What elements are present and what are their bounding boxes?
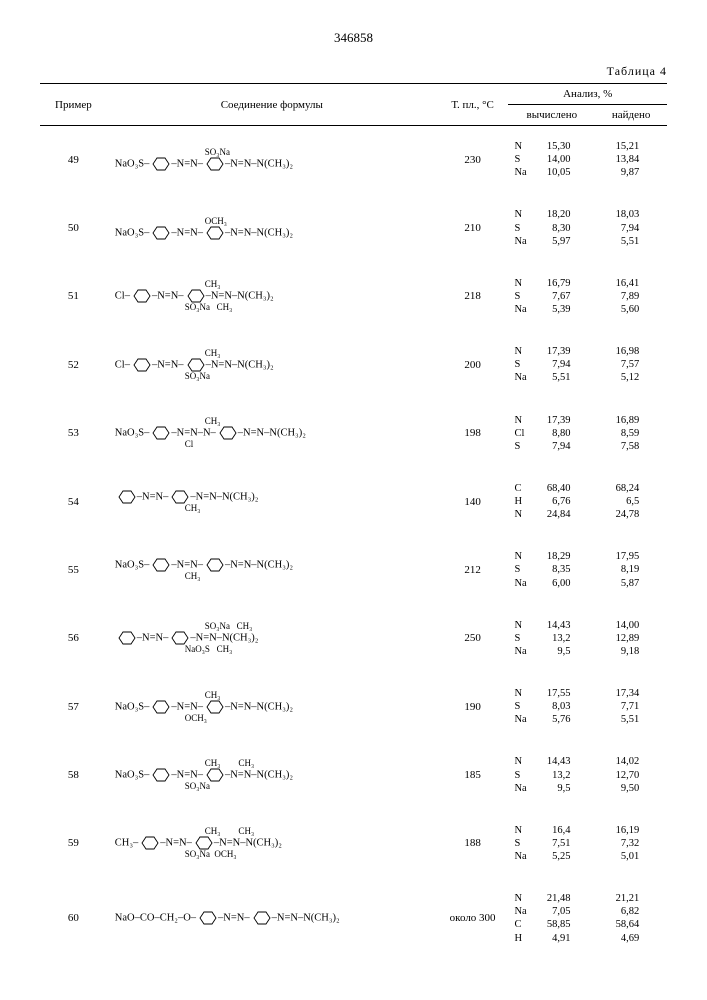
document-number: 346858: [40, 30, 667, 46]
analysis-calculated: N21,48Na7,05C58,85H4,91: [508, 878, 595, 960]
analysis-calculated: N18,20S8,30Na5,97: [508, 194, 595, 262]
analysis-calculated: N14,43S13,2Na9,5: [508, 604, 595, 672]
compound-formula: CH₃NaO₃S––N=N–N––N=N–N(CH₃)₂Cl: [107, 399, 437, 467]
example-number: 56: [40, 604, 107, 672]
example-number: 57: [40, 673, 107, 741]
analysis-calculated: N15,30S14,00Na10,05: [508, 126, 595, 194]
compound-formula: SO₃Na CH₃–N=N––N=N–N(CH₃)₂NaO₃S CH₃: [107, 604, 437, 672]
melting-point: 218: [437, 262, 509, 330]
analysis-found: 15,2113,849,87: [595, 126, 667, 194]
analysis-calculated: N18,29S8,35Na6,00: [508, 536, 595, 604]
melting-point: 212: [437, 536, 509, 604]
example-number: 51: [40, 262, 107, 330]
compound-formula: CH₃Cl––N=N––N=N–N(CH₃)₂SO₃Na: [107, 331, 437, 399]
example-number: 53: [40, 399, 107, 467]
melting-point: 250: [437, 604, 509, 672]
melting-point: 140: [437, 467, 509, 535]
example-number: 52: [40, 331, 107, 399]
compound-formula: –N=N––N=N–N(CH₃)₂CH₃: [107, 467, 437, 535]
header-found: найдено: [595, 105, 667, 126]
analysis-calculated: C68,40H6,76N24,84: [508, 467, 595, 535]
analysis-found: 16,987,575,12: [595, 331, 667, 399]
analysis-calculated: N16,79S7,67Na5,39: [508, 262, 595, 330]
example-number: 50: [40, 194, 107, 262]
analysis-calculated: N17,39Cl8,80S7,94: [508, 399, 595, 467]
analysis-calculated: N17,39S7,94Na5,51: [508, 331, 595, 399]
example-number: 58: [40, 741, 107, 809]
example-number: 54: [40, 467, 107, 535]
compound-formula: NaO–CO–CH₂–O––N=N––N=N–N(CH₃)₂: [107, 878, 437, 960]
analysis-found: 21,216,8258,644,69: [595, 878, 667, 960]
analysis-calculated: N16,4S7,51Na5,25: [508, 809, 595, 877]
analysis-found: 18,037,945,51: [595, 194, 667, 262]
header-calc: вычислено: [508, 105, 595, 126]
compound-formula: CH₃NaO₃S––N=N––N=N–N(CH₃)₂OCH₃: [107, 673, 437, 741]
analysis-found: 17,958,195,87: [595, 536, 667, 604]
table-caption: Таблица 4: [40, 64, 667, 79]
compound-formula: CH₃ CH₃CH₃––N=N––N=N–N(CH₃)₂SO₃Na OCH₃: [107, 809, 437, 877]
melting-point: 200: [437, 331, 509, 399]
compound-formula: SO₃NaNaO₃S––N=N––N=N–N(CH₃)₂: [107, 126, 437, 194]
header-example: Пример: [40, 84, 107, 126]
compound-formula: CH₃ CH₃NaO₃S––N=N––N=N–N(CH₃)₂SO₃Na: [107, 741, 437, 809]
melting-point: около 300: [437, 878, 509, 960]
compounds-table: Пример Соединение формулы Т. пл., °С Ана…: [40, 83, 667, 960]
melting-point: 185: [437, 741, 509, 809]
compound-formula: NaO₃S––N=N––N=N–N(CH₃)₂CH₃: [107, 536, 437, 604]
example-number: 49: [40, 126, 107, 194]
melting-point: 198: [437, 399, 509, 467]
analysis-found: 16,417,895,60: [595, 262, 667, 330]
analysis-found: 14,0212,709,50: [595, 741, 667, 809]
analysis-found: 16,898,597,58: [595, 399, 667, 467]
analysis-calculated: N14,43S13,2Na9,5: [508, 741, 595, 809]
analysis-found: 14,0012,899,18: [595, 604, 667, 672]
example-number: 59: [40, 809, 107, 877]
analysis-found: 17,347,715,51: [595, 673, 667, 741]
compound-formula: CH₃Cl––N=N––N=N–N(CH₃)₂SO₃Na CH₃: [107, 262, 437, 330]
compound-formula: OCH₃NaO₃S––N=N––N=N–N(CH₃)₂: [107, 194, 437, 262]
header-formula: Соединение формулы: [107, 84, 437, 126]
melting-point: 230: [437, 126, 509, 194]
melting-point: 210: [437, 194, 509, 262]
analysis-calculated: N17,55S8,03Na5,76: [508, 673, 595, 741]
melting-point: 190: [437, 673, 509, 741]
melting-point: 188: [437, 809, 509, 877]
header-analysis: Анализ, %: [508, 84, 667, 105]
header-mp: Т. пл., °С: [437, 84, 509, 126]
example-number: 55: [40, 536, 107, 604]
analysis-found: 16,197,325,01: [595, 809, 667, 877]
example-number: 60: [40, 878, 107, 960]
analysis-found: 68,246,524,78: [595, 467, 667, 535]
